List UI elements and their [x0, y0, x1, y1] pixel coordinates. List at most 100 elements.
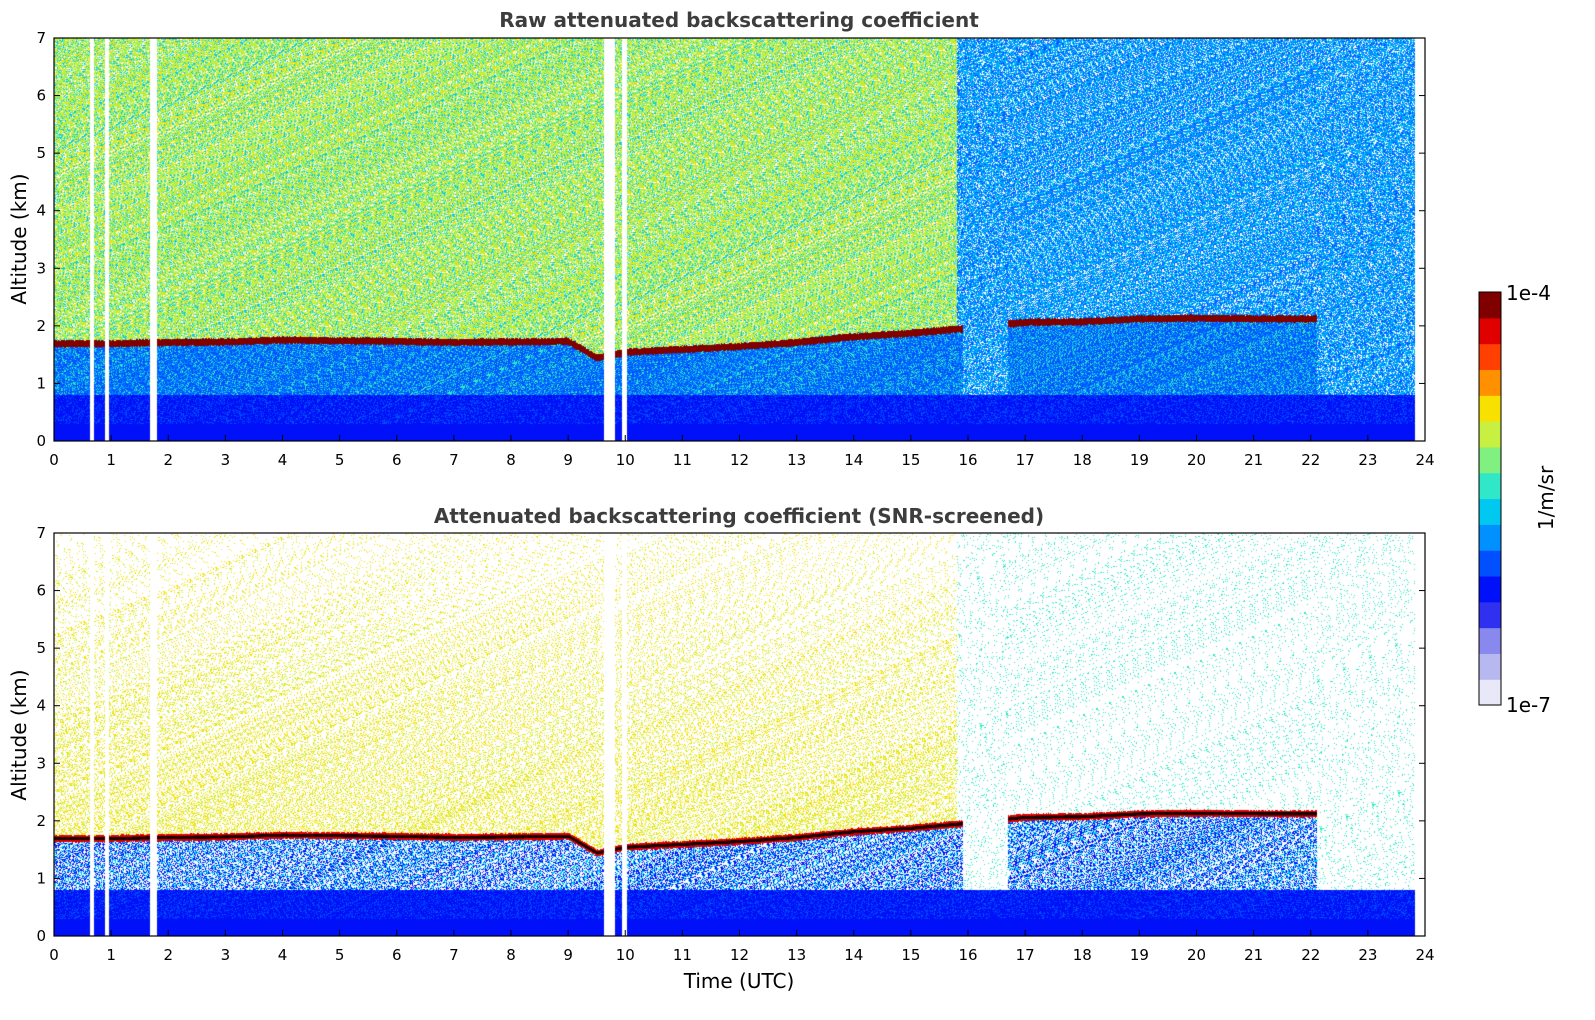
panel2-title: Attenuated backscattering coefficient (S… — [434, 504, 1044, 528]
y-tick-label: 7 — [36, 524, 46, 542]
x-tick-label: 1 — [106, 451, 116, 469]
y-tick-label: 2 — [36, 317, 46, 335]
colorbar-step — [1479, 575, 1501, 603]
x-tick-label: 22 — [1301, 946, 1320, 964]
x-tick-label: 24 — [1415, 451, 1434, 469]
y-tick-label: 4 — [36, 697, 46, 715]
y-tick-label: 3 — [36, 259, 46, 277]
colorbar-step — [1479, 343, 1501, 371]
colorbar-step — [1479, 395, 1501, 422]
x-tick-label: 2 — [163, 946, 173, 964]
x-tick-label: 0 — [49, 946, 59, 964]
x-tick-label: 16 — [958, 451, 977, 469]
colorbar-step — [1479, 369, 1501, 396]
y-tick-label: 5 — [36, 639, 46, 657]
x-tick-label: 24 — [1415, 946, 1434, 964]
x-tick-label: 20 — [1187, 946, 1206, 964]
x-tick-label: 9 — [563, 946, 573, 964]
y-tick-label: 6 — [36, 582, 46, 600]
panel1-heatmap — [54, 38, 1425, 441]
x-tick-label: 10 — [616, 946, 635, 964]
x-tick-label: 13 — [787, 946, 806, 964]
x-tick-label: 7 — [449, 451, 459, 469]
colorbar-step — [1479, 627, 1501, 654]
x-tick-label: 3 — [221, 451, 231, 469]
colorbar-step — [1479, 550, 1501, 577]
x-tick-label: 11 — [673, 946, 692, 964]
x-tick-label: 6 — [392, 946, 402, 964]
x-tick-label: 12 — [730, 946, 749, 964]
y-tick-label: 0 — [36, 432, 46, 450]
x-tick-label: 19 — [1130, 946, 1149, 964]
x-tick-label: 17 — [1016, 946, 1035, 964]
x-tick-label: 21 — [1244, 451, 1263, 469]
x-tick-label: 22 — [1301, 451, 1320, 469]
colorbar-step — [1479, 292, 1501, 319]
x-tick-label: 5 — [335, 451, 345, 469]
x-tick-label: 4 — [278, 451, 288, 469]
x-tick-label: 6 — [392, 451, 402, 469]
x-tick-label: 21 — [1244, 946, 1263, 964]
panel2-heatmap — [54, 533, 1425, 936]
panel2-xticks: 0 1 2 3 4 5 6 7 8 9 10 11 12 13 14 15 16 17 18 19 20 21 22 23 24 — [49, 930, 1435, 964]
x-tick-label: 23 — [1358, 451, 1377, 469]
x-tick-label: 12 — [730, 451, 749, 469]
colorbar-step — [1479, 472, 1501, 500]
x-tick-label: 0 — [49, 451, 59, 469]
panel1-xticks: 0 1 2 3 4 5 6 7 8 9 10 11 12 13 14 15 16 17 18 19 20 21 22 23 24 — [49, 435, 1435, 469]
y-tick-label: 6 — [36, 87, 46, 105]
x-tick-label: 18 — [1073, 451, 1092, 469]
x-tick-label: 15 — [901, 451, 920, 469]
x-tick-label: 18 — [1073, 946, 1092, 964]
x-tick-label: 20 — [1187, 451, 1206, 469]
x-tick-label: 5 — [335, 946, 345, 964]
colorbar-gradient — [1479, 292, 1501, 706]
x-tick-label: 23 — [1358, 946, 1377, 964]
colorbar-frame — [1478, 291, 1502, 706]
colorbar: 1e-4 1e-7 1/m/sr — [1478, 281, 1558, 717]
x-tick-label: 11 — [673, 451, 692, 469]
colorbar-min-label: 1e-7 — [1506, 693, 1551, 717]
x-tick-label: 14 — [844, 451, 863, 469]
x-tick-label: 10 — [616, 451, 635, 469]
colorbar-max-label: 1e-4 — [1506, 281, 1551, 305]
panel2-yticks: 0 1 2 3 4 5 6 7 — [36, 524, 1425, 945]
panel1-yticks: 0 1 2 3 4 5 6 7 — [36, 29, 1425, 450]
y-tick-label: 4 — [36, 202, 46, 220]
colorbar-step — [1479, 446, 1501, 474]
x-tick-label: 7 — [449, 946, 459, 964]
panel1-title: Raw attenuated backscattering coefficien… — [499, 8, 979, 32]
colorbar-step — [1479, 317, 1501, 345]
x-tick-label: 19 — [1130, 451, 1149, 469]
y-tick-label: 5 — [36, 144, 46, 162]
x-tick-label: 2 — [163, 451, 173, 469]
y-tick-label: 2 — [36, 812, 46, 830]
x-tick-label: 15 — [901, 946, 920, 964]
y-tick-label: 1 — [36, 869, 46, 887]
x-tick-label: 14 — [844, 946, 863, 964]
x-tick-label: 9 — [563, 451, 573, 469]
x-tick-label: 8 — [506, 946, 516, 964]
colorbar-step — [1479, 653, 1501, 680]
colorbar-step — [1479, 601, 1501, 629]
panel2-xlabel: Time (UTC) — [683, 969, 795, 993]
x-tick-label: 1 — [106, 946, 116, 964]
colorbar-step — [1479, 498, 1501, 525]
x-tick-label: 13 — [787, 451, 806, 469]
y-tick-label: 0 — [36, 927, 46, 945]
x-tick-label: 16 — [958, 946, 977, 964]
colorbar-unit-label: 1/m/sr — [1534, 465, 1558, 530]
panel1-ylabel: Altitude (km) — [7, 173, 31, 304]
colorbar-step — [1479, 524, 1501, 551]
x-tick-label: 17 — [1016, 451, 1035, 469]
colorbar-step — [1479, 421, 1501, 448]
x-tick-label: 8 — [506, 451, 516, 469]
panel2-ylabel: Altitude (km) — [7, 669, 31, 800]
x-tick-label: 4 — [278, 946, 288, 964]
y-tick-label: 1 — [36, 374, 46, 392]
colorbar-step — [1479, 679, 1501, 706]
y-tick-label: 7 — [36, 29, 46, 47]
